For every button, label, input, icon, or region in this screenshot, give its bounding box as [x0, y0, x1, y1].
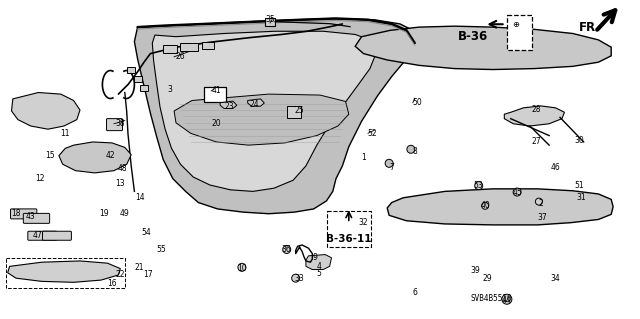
Text: 33: 33 [294, 274, 305, 283]
Text: 4: 4 [316, 262, 321, 271]
Text: 49: 49 [120, 209, 130, 218]
Circle shape [385, 159, 393, 167]
Text: 37: 37 [538, 213, 548, 222]
Circle shape [502, 294, 512, 304]
Text: B-36: B-36 [458, 30, 488, 43]
FancyBboxPatch shape [42, 231, 72, 240]
Text: B-36-11: B-36-11 [326, 234, 372, 244]
Polygon shape [248, 99, 264, 106]
FancyBboxPatch shape [163, 45, 177, 54]
Text: 50: 50 [412, 98, 422, 107]
Text: 38: 38 [115, 119, 125, 128]
FancyBboxPatch shape [287, 106, 301, 118]
Text: FR.: FR. [579, 21, 602, 34]
Text: 8: 8 [412, 147, 417, 156]
Circle shape [536, 198, 542, 205]
Text: ⊕: ⊕ [513, 20, 519, 29]
Text: 5: 5 [316, 269, 321, 278]
FancyBboxPatch shape [127, 67, 135, 73]
Text: 40: 40 [480, 201, 490, 210]
Text: 30: 30 [574, 137, 584, 145]
Text: 31: 31 [576, 193, 586, 202]
Text: 23: 23 [224, 102, 234, 111]
FancyBboxPatch shape [327, 211, 371, 247]
Text: 42: 42 [105, 151, 115, 160]
Polygon shape [152, 31, 376, 191]
Text: 29: 29 [483, 274, 493, 283]
Text: 26: 26 [175, 52, 186, 61]
Polygon shape [220, 101, 237, 108]
FancyBboxPatch shape [265, 18, 275, 26]
Text: 19: 19 [99, 209, 109, 218]
Text: 21: 21 [135, 263, 144, 272]
Text: 39: 39 [470, 266, 480, 275]
Circle shape [283, 245, 291, 254]
Polygon shape [306, 255, 332, 270]
Circle shape [513, 188, 521, 196]
Text: 22: 22 [116, 271, 125, 279]
Text: 14: 14 [134, 193, 145, 202]
Text: 7: 7 [389, 163, 394, 172]
Text: 3: 3 [167, 85, 172, 94]
Polygon shape [59, 142, 131, 173]
Text: 27: 27 [531, 137, 541, 146]
Polygon shape [387, 189, 613, 225]
FancyBboxPatch shape [23, 213, 50, 223]
Polygon shape [174, 94, 349, 145]
Text: 20: 20 [211, 119, 221, 128]
Text: 10: 10 [237, 264, 247, 273]
Text: 28: 28 [532, 105, 541, 114]
Text: 45: 45 [512, 189, 522, 197]
FancyBboxPatch shape [140, 85, 148, 91]
Text: 51: 51 [574, 181, 584, 190]
Circle shape [482, 202, 488, 209]
Text: 6: 6 [412, 288, 417, 297]
FancyBboxPatch shape [134, 76, 141, 82]
FancyBboxPatch shape [106, 119, 122, 130]
Circle shape [407, 145, 415, 153]
FancyBboxPatch shape [507, 15, 532, 50]
Text: 12: 12 [35, 174, 44, 182]
Text: 54: 54 [141, 228, 151, 237]
Text: 43: 43 [26, 212, 36, 221]
Text: 11: 11 [61, 129, 70, 138]
Text: 32: 32 [358, 218, 369, 227]
Text: 1: 1 [361, 153, 366, 162]
Text: 44: 44 [502, 296, 512, 305]
FancyBboxPatch shape [204, 87, 225, 102]
Polygon shape [504, 106, 564, 126]
Text: 13: 13 [115, 179, 125, 188]
Text: 55: 55 [156, 245, 166, 254]
Text: 41: 41 [211, 86, 221, 95]
Text: 18: 18 [12, 209, 20, 218]
Text: 47: 47 [32, 231, 42, 240]
FancyBboxPatch shape [180, 43, 198, 51]
Text: 34: 34 [550, 274, 561, 283]
Polygon shape [12, 93, 80, 129]
FancyBboxPatch shape [10, 209, 37, 219]
Text: 52: 52 [367, 129, 378, 138]
Text: 15: 15 [45, 151, 55, 160]
Text: SVB4B5510: SVB4B5510 [470, 294, 513, 303]
Text: 48: 48 [118, 164, 128, 173]
Text: 36: 36 [282, 245, 292, 254]
Text: 16: 16 [107, 279, 117, 288]
Polygon shape [355, 26, 611, 70]
Text: 9: 9 [312, 253, 317, 262]
Text: 53: 53 [474, 181, 484, 190]
FancyBboxPatch shape [28, 231, 57, 240]
Text: 46: 46 [550, 163, 561, 172]
Circle shape [238, 263, 246, 271]
Text: 2: 2 [538, 199, 543, 208]
Text: 17: 17 [143, 271, 154, 279]
Polygon shape [8, 261, 120, 282]
Circle shape [475, 182, 483, 190]
Text: 25: 25 [294, 106, 305, 115]
Polygon shape [134, 19, 415, 214]
FancyBboxPatch shape [202, 42, 214, 49]
Text: 24: 24 [250, 100, 260, 109]
Circle shape [292, 274, 300, 282]
Text: 35: 35 [265, 15, 275, 24]
